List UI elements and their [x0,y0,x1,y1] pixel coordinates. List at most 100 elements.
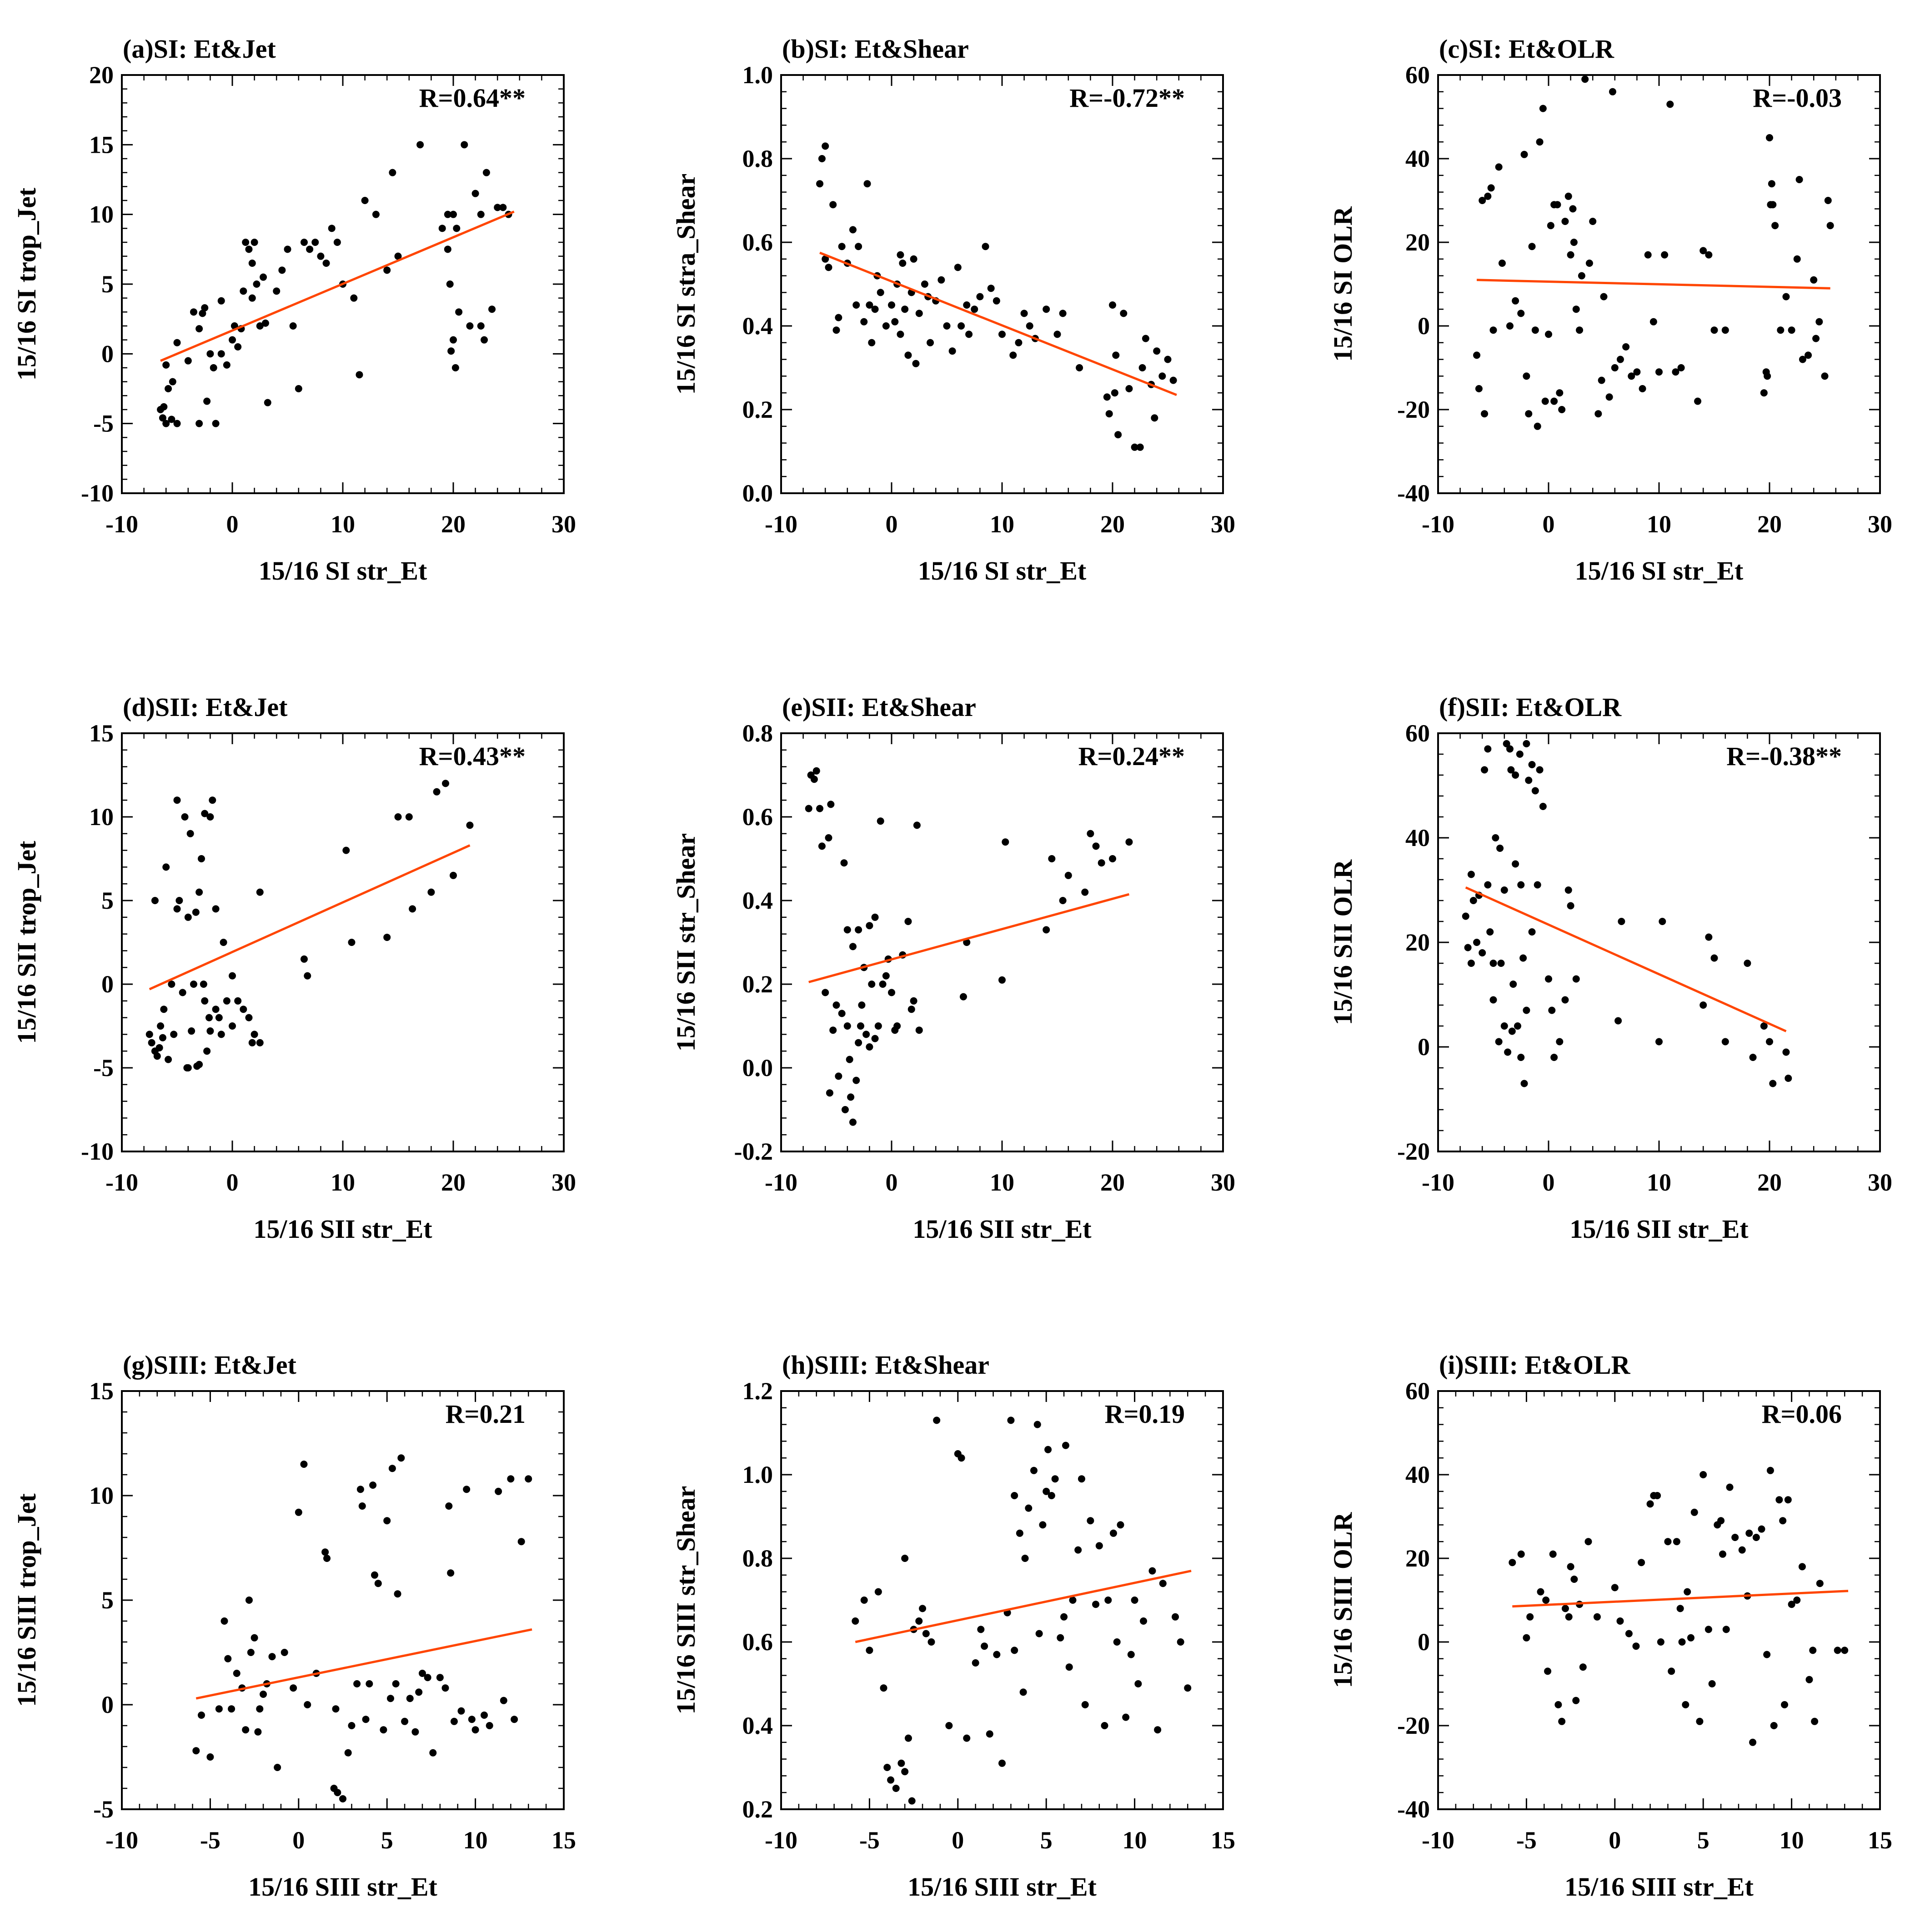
panel-title: (b)SI: Et&Shear [782,34,969,64]
correlation-annotation: R=-0.03 [1753,83,1842,113]
x-tick-label: 20 [1757,1169,1782,1196]
data-point [477,210,485,218]
data-point [181,813,189,821]
data-point [891,318,899,325]
data-point [463,1486,471,1493]
data-point [468,1716,476,1723]
data-point [1758,1525,1765,1533]
data-point [1593,1613,1601,1621]
data-point [838,1010,846,1017]
data-point [915,1617,923,1625]
data-point [1081,1701,1089,1708]
data-point [1520,1080,1528,1087]
data-point [1164,355,1172,363]
x-tick-label: -10 [1422,1169,1454,1196]
panel-a: -10 0 10 20 30 -10 -5 0 5 10 15 20 (a)SI: Et&Jet R=0.… [12,34,576,586]
data-point [887,1776,895,1784]
data-point [1760,389,1768,397]
data-point [451,364,459,371]
data-point [816,805,824,812]
data-point [332,1705,340,1713]
y-tick-label: -20 [1397,396,1430,423]
x-tick-label: 0 [886,1169,898,1196]
data-point [372,210,380,218]
data-point [1614,1017,1622,1025]
data-point [1525,776,1533,784]
data-point [1812,335,1820,342]
data-point [1717,1517,1725,1525]
data-point [880,1684,887,1692]
y-tick-label: 60 [1405,720,1430,747]
y-tick-label: 0.4 [742,1712,773,1739]
data-point [1572,305,1580,313]
data-point [1487,184,1495,192]
data-point [1062,1441,1069,1449]
data-point [1639,385,1646,392]
data-point [818,842,826,850]
data-point [1673,1538,1680,1546]
data-point [1467,960,1475,967]
x-tick-label: 0 [292,1827,305,1854]
data-point [1745,1529,1753,1537]
data-point [206,1027,214,1035]
data-point [1810,276,1818,284]
data-point [846,1056,853,1063]
correlation-annotation: R=0.43** [419,741,526,771]
x-tick-label: 10 [1647,1169,1671,1196]
data-point [963,1734,971,1742]
data-point [1798,1563,1806,1571]
y-tick-label: 5 [101,270,114,298]
data-point [1771,222,1779,230]
data-point [1506,745,1514,753]
correlation-annotation: R=0.64** [419,83,526,113]
data-point [1531,326,1539,334]
data-point [1584,1538,1592,1546]
data-point [251,1634,258,1642]
data-point [907,1006,915,1013]
data-point [832,326,840,334]
data-point [254,1728,262,1736]
data-point [1785,1075,1792,1082]
data-point [1576,326,1584,334]
data-point [317,252,325,260]
data-point [234,997,242,1005]
x-axis-label: 15/16 SII str_Et [1569,1214,1749,1244]
data-point [201,997,209,1005]
data-point [450,336,457,344]
y-tick-label: 1.0 [742,1461,773,1488]
data-point [1104,1597,1112,1604]
data-point [1020,310,1028,317]
data-point [897,1759,905,1767]
data-point [212,1006,220,1013]
x-tick-label: 20 [1100,1169,1125,1196]
data-point [893,1022,901,1030]
data-point [1611,1584,1619,1592]
data-point [958,322,965,330]
data-point [933,1416,941,1424]
data-point [1638,1559,1645,1567]
x-tick-label: 30 [551,1169,576,1196]
data-point [1500,886,1508,894]
data-point [849,1118,857,1126]
data-point [825,834,832,841]
data-point [860,1597,868,1604]
data-point [155,1044,163,1051]
data-point [1489,960,1497,967]
data-point [1087,830,1094,837]
data-point [441,780,449,787]
data-point [1473,351,1481,359]
y-tick-label: 0 [1418,1628,1430,1656]
data-point [1059,897,1067,904]
data-point [843,1022,851,1030]
data-point [471,190,479,197]
y-tick-label: 20 [1405,929,1430,956]
data-point [165,1056,172,1063]
data-point [1109,1529,1117,1537]
data-point [1504,1048,1512,1056]
data-point [304,972,311,980]
data-point [1486,928,1494,936]
data-point [162,420,170,427]
x-tick-label: 10 [990,511,1014,538]
y-tick-label: -5 [93,410,114,437]
y-tick-label: -20 [1397,1712,1430,1739]
